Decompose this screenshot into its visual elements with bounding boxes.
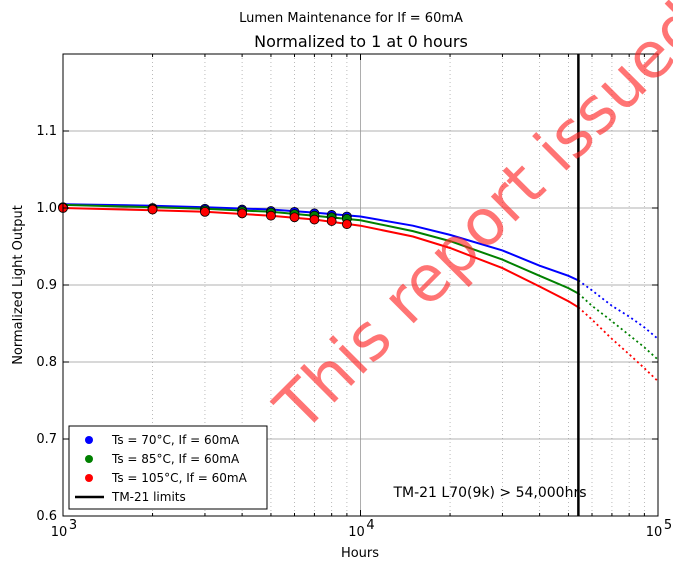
tm21-annotation: TM-21 L70(9k) > 54,000hrs [392,485,586,501]
y-tick-label: 0.7 [36,432,57,447]
x-tick-label: 10 [646,525,663,540]
fit-line-series-2 [62,207,579,309]
legend: Ts = 70°C, If = 60mA Ts = 85°C, If = 60m… [68,425,268,510]
legend-label-ts105: Ts = 105°C, If = 60mA [111,471,248,485]
fit-line-series-0 [62,203,579,282]
data-point-series-2 [200,206,210,217]
data-point-series-2 [289,212,300,223]
x-tick-label-exponent: 3 [69,518,77,533]
projection-line-series-1 [577,292,659,361]
data-point-series-2 [326,216,337,226]
x-tick-label: 10 [51,525,68,540]
data-point-series-2 [266,210,276,221]
data-point-series-2 [309,214,320,225]
legend-marker-ts85 [85,455,93,463]
data-point-series-2 [147,204,158,215]
legend-label-tm21: TM-21 limits [111,490,186,504]
chart-subtitle: Normalized to 1 at 0 hours [254,32,468,51]
fit-line-series-1 [62,203,579,295]
chart-title: Lumen Maintenance for If = 60mA [239,11,463,26]
y-tick-label: 0.9 [36,278,57,293]
series-layer [58,202,659,382]
tick-layer: 0.60.70.80.91.01.110 3 10 4 10 5 [36,54,672,540]
x-axis-label: Hours [341,546,379,561]
x-tick-label-exponent: 5 [664,518,672,533]
y-axis-label: Normalized Light Output [11,205,26,365]
legend-label-ts70: Ts = 70°C, If = 60mA [111,433,240,447]
x-tick-label: 10 [348,525,365,540]
y-tick-label: 0.8 [36,355,57,370]
data-point-series-2 [341,219,352,230]
legend-marker-ts70 [85,436,93,444]
legend-label-ts85: Ts = 85°C, If = 60mA [111,452,240,466]
projection-line-series-2 [577,306,659,382]
legend-box [68,425,268,510]
y-tick-label: 1.1 [36,124,57,139]
legend-marker-ts105 [85,474,93,482]
y-tick-label: 0.6 [36,509,57,524]
x-tick-label-exponent: 4 [366,518,374,533]
y-tick-label: 1.0 [36,201,57,216]
data-point-series-2 [237,208,248,219]
